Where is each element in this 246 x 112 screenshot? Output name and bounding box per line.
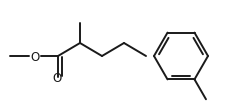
Text: O: O — [52, 72, 62, 85]
Text: O: O — [30, 51, 40, 64]
